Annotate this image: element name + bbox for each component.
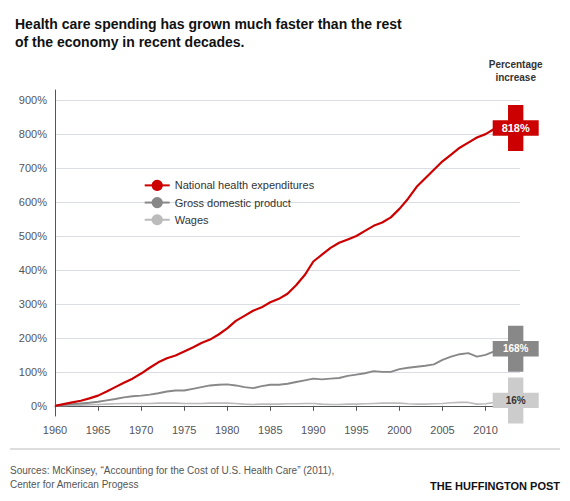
svg-text:National health expenditures: National health expenditures [175,179,315,191]
svg-text:800%: 800% [19,128,47,140]
svg-text:THE HUFFINGTON POST: THE HUFFINGTON POST [430,480,560,492]
svg-text:Health care spending has grown: Health care spending has grown much fast… [15,16,402,32]
svg-text:0%: 0% [31,400,47,412]
svg-text:2010: 2010 [473,424,497,436]
svg-text:1990: 1990 [301,424,325,436]
svg-text:400%: 400% [19,264,47,276]
svg-text:increase: increase [495,72,536,83]
svg-text:300%: 300% [19,298,47,310]
svg-text:168%: 168% [503,343,529,354]
svg-text:of the economy in recent decad: of the economy in recent decades. [15,34,245,50]
svg-text:500%: 500% [19,230,47,242]
svg-text:Percentage: Percentage [489,59,543,70]
svg-text:1970: 1970 [129,424,153,436]
svg-text:1985: 1985 [258,424,282,436]
svg-text:1965: 1965 [86,424,110,436]
svg-text:100%: 100% [19,366,47,378]
svg-text:200%: 200% [19,332,47,344]
svg-text:2000: 2000 [387,424,411,436]
svg-text:Wages: Wages [175,214,209,226]
svg-text:600%: 600% [19,196,47,208]
svg-text:1995: 1995 [344,424,368,436]
svg-text:1975: 1975 [172,424,196,436]
svg-text:Sources: McKinsey, “Accounting: Sources: McKinsey, “Accounting for the C… [10,465,334,476]
svg-text:1960: 1960 [43,424,67,436]
svg-text:1980: 1980 [215,424,239,436]
svg-text:16%: 16% [506,395,526,406]
svg-text:2005: 2005 [430,424,454,436]
svg-text:700%: 700% [19,162,47,174]
svg-text:Gross domestic product: Gross domestic product [175,197,291,209]
svg-text:Center for American Progess: Center for American Progess [10,479,138,490]
svg-text:818%: 818% [502,122,530,134]
svg-text:900%: 900% [19,94,47,106]
